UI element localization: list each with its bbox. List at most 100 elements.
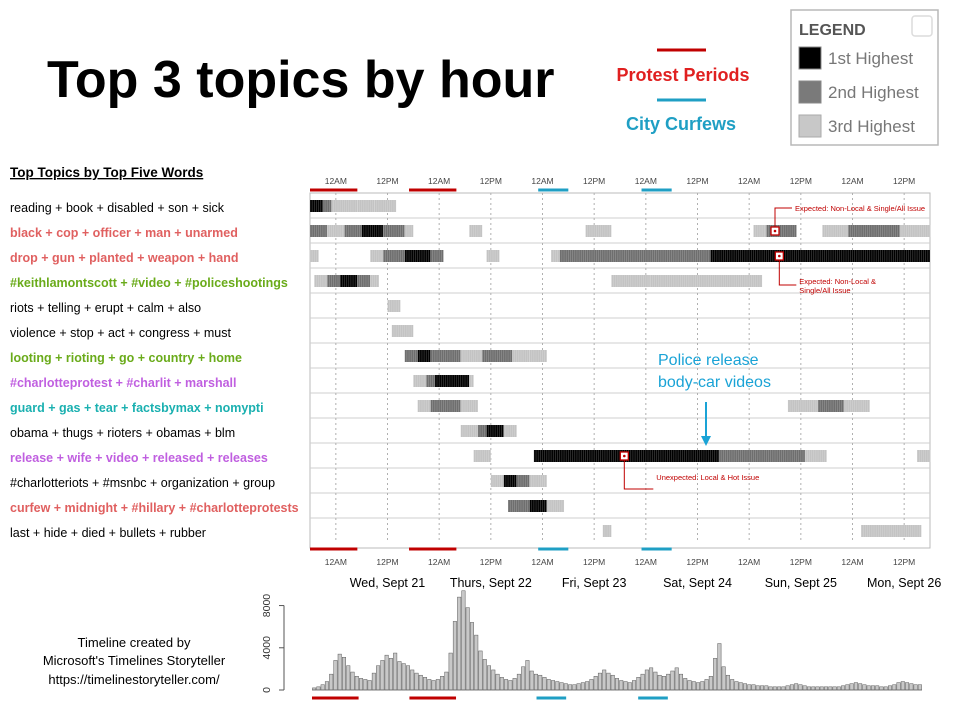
- volume-bar: [640, 673, 645, 691]
- volume-bar: [388, 658, 393, 691]
- heat-segment: [503, 475, 517, 487]
- heat-segment-fill: [404, 225, 414, 237]
- volume-bars: [312, 590, 922, 691]
- volume-bar-chart: 0 4000 8000: [261, 590, 922, 700]
- heat-segment-fill: [490, 475, 504, 487]
- callout-dot: [623, 454, 626, 458]
- heat-segment: [417, 400, 431, 412]
- heat-segment-fill: [611, 275, 651, 287]
- volume-y-tick-label: 8000: [261, 594, 273, 618]
- heat-segment-fill: [383, 225, 405, 237]
- heat-segment-fill: [417, 400, 431, 412]
- heat-segment: [391, 325, 414, 337]
- heat-segment: [473, 450, 492, 462]
- heat-segment-fill: [417, 350, 431, 362]
- volume-bar: [870, 685, 875, 691]
- page-title: Top 3 topics by hour: [47, 51, 554, 109]
- callout: Expected: Non-Local &Single/All Issue: [774, 251, 876, 295]
- heat-segment: [369, 250, 384, 262]
- volume-bar: [696, 682, 701, 691]
- heat-segment-fill: [404, 250, 431, 262]
- volume-bar: [879, 686, 884, 691]
- heat-segment: [417, 350, 431, 362]
- volume-bar: [568, 684, 573, 691]
- volume-bar: [798, 684, 803, 691]
- volume-bar: [768, 686, 773, 691]
- heat-segment: [469, 375, 474, 387]
- credit-line-1: Timeline created by: [78, 635, 191, 650]
- heat-segment-fill: [529, 475, 547, 487]
- volume-bar: [508, 680, 513, 691]
- volume-bar: [538, 674, 543, 691]
- bottom-tick-label: 12AM: [841, 557, 863, 567]
- volume-bar: [576, 683, 581, 691]
- legend-title: LEGEND: [799, 22, 866, 39]
- volume-bar: [794, 683, 799, 691]
- volume-bar: [913, 684, 918, 691]
- volume-bar: [657, 674, 662, 691]
- heat-segment-fill: [753, 225, 767, 237]
- period-markers: [310, 188, 672, 551]
- annotation-arrow-head-icon: [701, 436, 711, 446]
- volume-bar: [329, 673, 334, 691]
- volume-bar: [713, 658, 718, 691]
- heat-segment: [787, 400, 819, 412]
- heat-segment: [507, 500, 530, 512]
- heat-segment: [477, 425, 487, 437]
- volume-bar: [457, 596, 462, 691]
- heat-segment: [804, 450, 827, 462]
- heat-segment-fill: [486, 250, 500, 262]
- volume-bar: [320, 684, 325, 691]
- top-tick-label: 12PM: [583, 176, 605, 186]
- volume-bar: [546, 679, 551, 691]
- volume-bar: [866, 685, 871, 691]
- volume-bar: [380, 660, 385, 691]
- volume-bar: [619, 680, 624, 691]
- heat-segment: [460, 400, 479, 412]
- volume-bar: [888, 685, 892, 691]
- callout-text: Expected: Non-Local &: [799, 277, 876, 286]
- volume-bar: [444, 671, 449, 691]
- volume-bar: [418, 674, 423, 691]
- volume-bar: [905, 682, 910, 691]
- heat-segment-fill: [482, 350, 513, 362]
- heat-segment-fill: [822, 225, 849, 237]
- bottom-tick-label: 12AM: [635, 557, 657, 567]
- volume-bar: [469, 622, 474, 691]
- volume-bar: [350, 671, 355, 691]
- volume-y-axis: 0 4000 8000: [261, 594, 285, 693]
- heat-segment: [404, 225, 414, 237]
- heat-segment: [382, 250, 406, 262]
- volume-bar: [674, 667, 679, 691]
- volume-bar: [751, 684, 756, 691]
- heat-segment-fill: [430, 400, 461, 412]
- volume-bar: [828, 686, 833, 691]
- heat-segment-fill: [370, 250, 384, 262]
- heat-segment: [546, 500, 565, 512]
- top-tick-label: 12PM: [480, 176, 502, 186]
- volume-bar: [653, 671, 658, 691]
- heat-segment: [309, 225, 328, 237]
- volume-bar: [401, 663, 406, 691]
- heat-segment-fill: [861, 525, 922, 537]
- volume-bar: [572, 684, 577, 691]
- volume-bar: [883, 686, 888, 691]
- callout-text: Single/All Issue: [799, 286, 850, 295]
- annotation-line-1: Police release: [658, 352, 759, 369]
- volume-bar: [900, 681, 905, 691]
- heat-segment: [460, 425, 479, 437]
- heat-segment: [430, 350, 461, 362]
- volume-bar: [423, 677, 428, 691]
- volume-bar: [533, 673, 538, 691]
- legend-box: [790, 9, 939, 146]
- volume-bar: [849, 683, 854, 691]
- volume-bar: [359, 678, 364, 691]
- day-label: Wed, Sept 21: [350, 576, 426, 590]
- heat-segment-fill: [585, 225, 612, 237]
- volume-bar: [781, 686, 786, 691]
- heat-segment-fill: [391, 325, 414, 337]
- volume-bar: [342, 657, 346, 691]
- volume-bar: [440, 676, 445, 691]
- bottom-tick-label: 12PM: [583, 557, 605, 567]
- volume-bar: [521, 666, 526, 691]
